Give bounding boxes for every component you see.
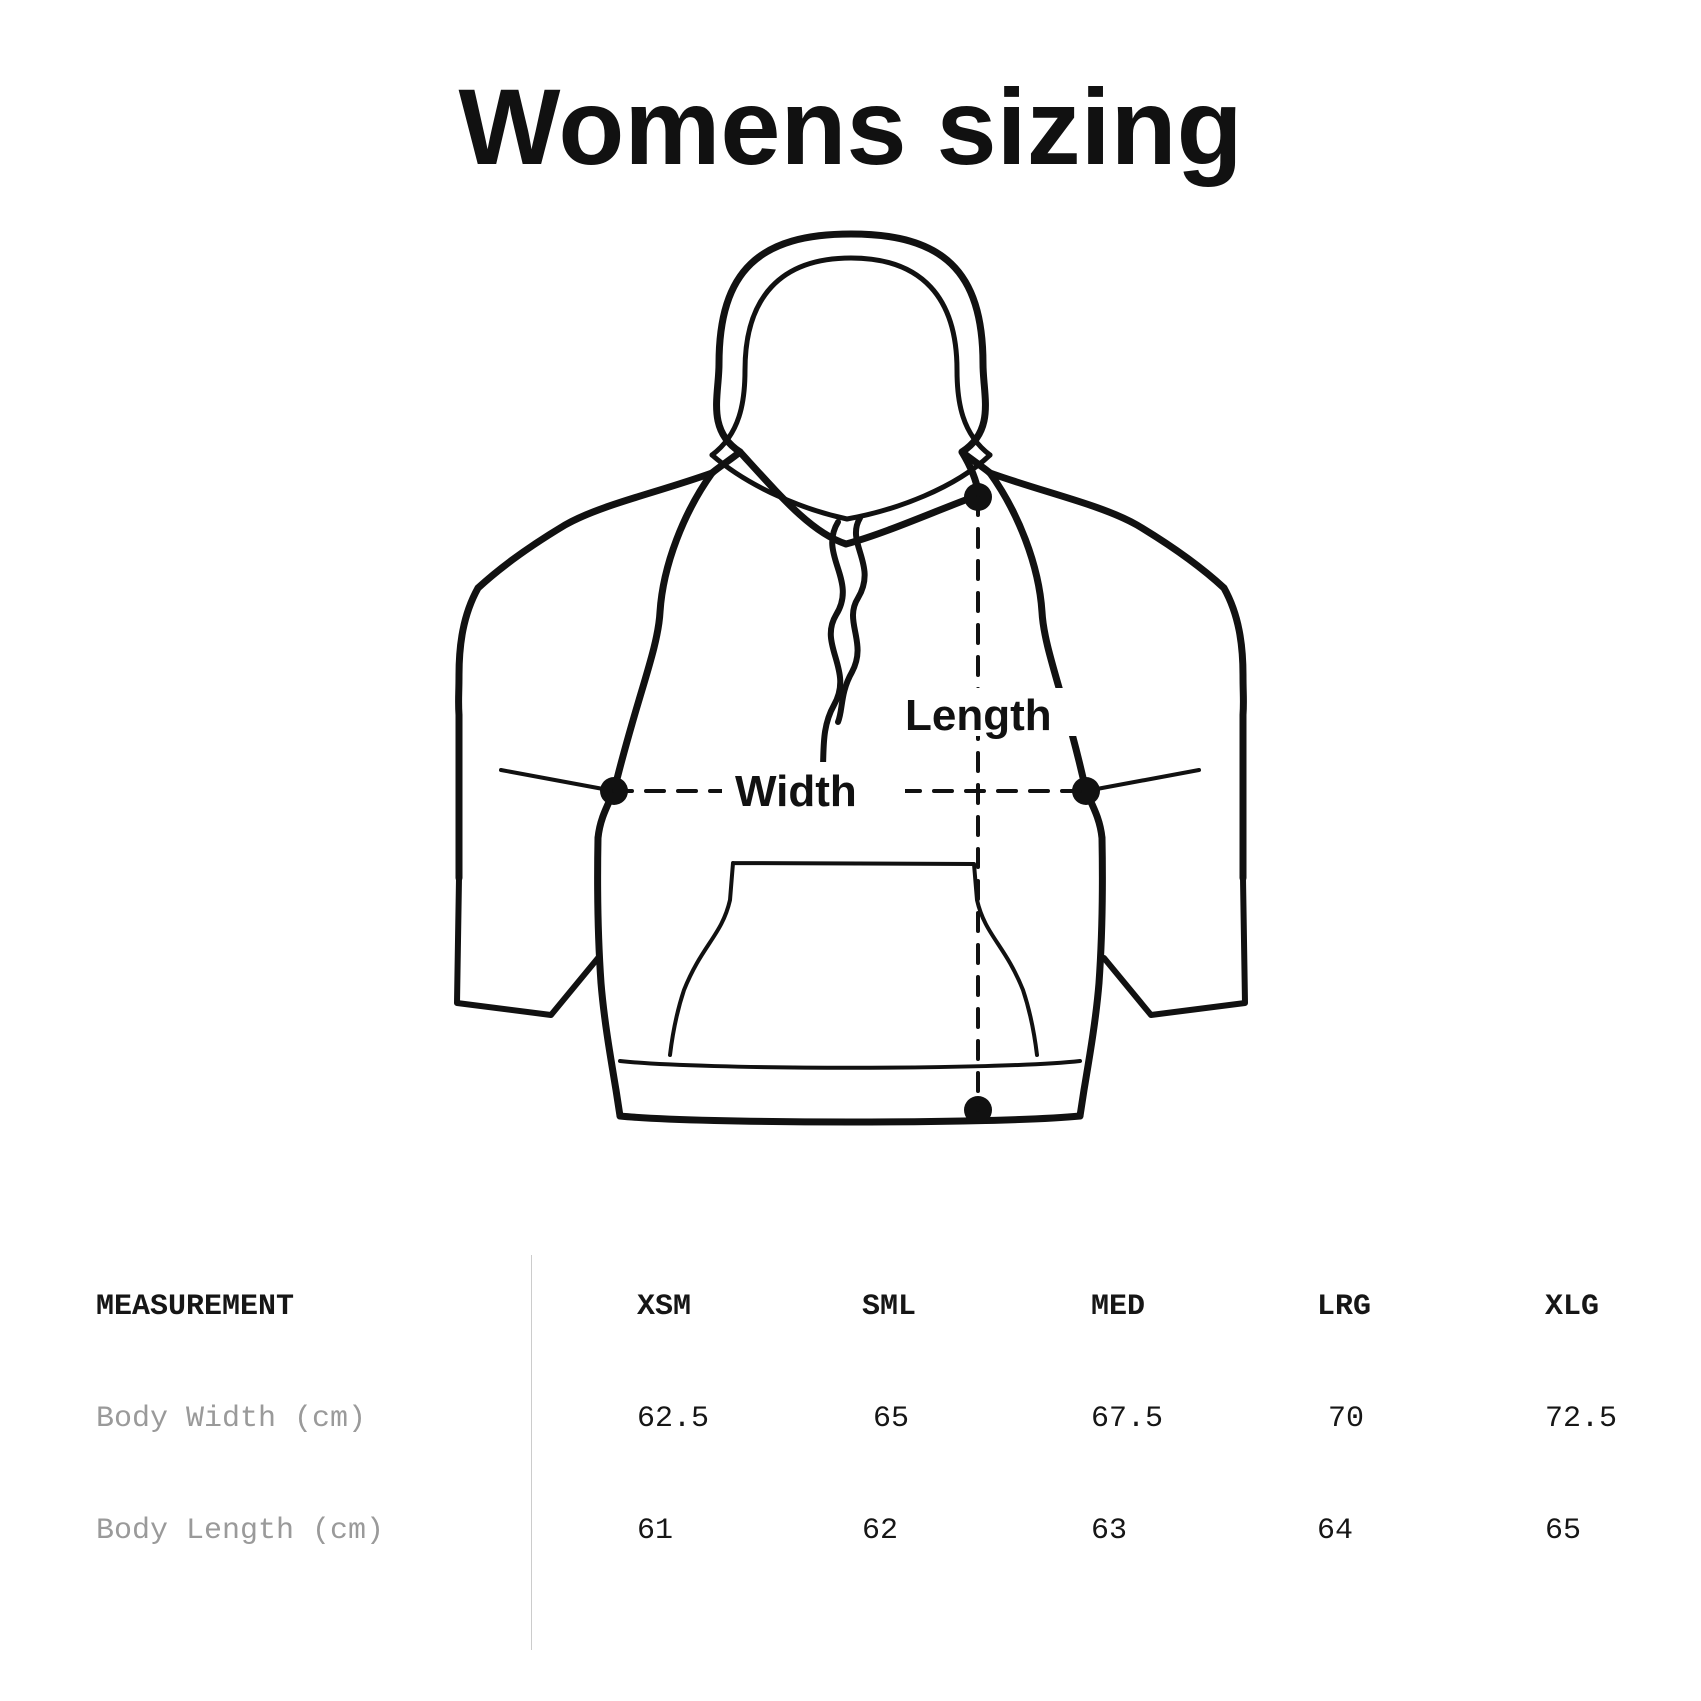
svg-text:Width: Width [735,767,857,816]
svg-text:Length: Length [905,691,1052,740]
